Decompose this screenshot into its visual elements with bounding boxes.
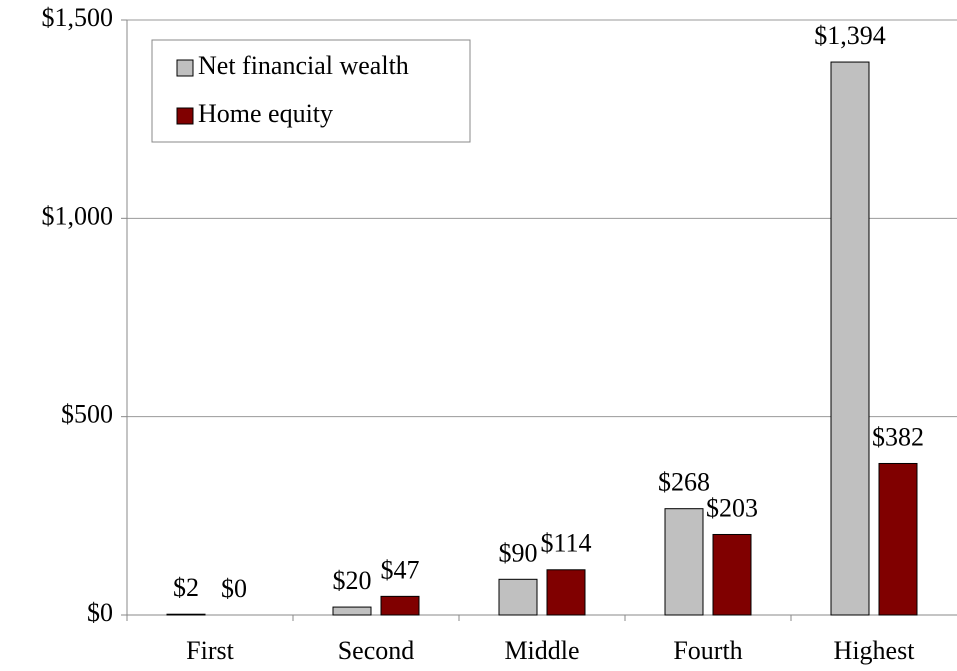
- legend-swatch: [176, 107, 194, 125]
- value-label: $114: [540, 529, 591, 558]
- legend-label: Home equity: [198, 99, 333, 128]
- bar: [712, 533, 752, 616]
- x-tick-label: Highest: [834, 636, 916, 665]
- value-label: $47: [381, 555, 420, 584]
- value-label: $1,394: [814, 21, 886, 50]
- x-tick-label: First: [186, 636, 234, 665]
- value-label: $90: [499, 538, 538, 567]
- legend-label: Net financial wealth: [198, 51, 409, 80]
- bar: [830, 61, 870, 616]
- legend-swatch: [176, 59, 194, 77]
- bar: [332, 606, 372, 616]
- bar: [664, 508, 704, 616]
- y-tick-label: $1,000: [42, 201, 114, 230]
- legend-box: [151, 39, 471, 143]
- x-tick-label: Middle: [504, 636, 579, 665]
- y-tick-label: $1,500: [42, 3, 114, 32]
- bar: [380, 595, 420, 616]
- value-label: $2: [173, 573, 199, 602]
- bar: [878, 462, 918, 616]
- value-label: $0: [221, 574, 247, 603]
- x-tick-label: Fourth: [673, 636, 742, 665]
- y-tick-label: $500: [61, 400, 113, 429]
- x-tick-label: Second: [338, 636, 415, 665]
- value-label: $268: [658, 468, 710, 497]
- bar: [166, 613, 206, 616]
- bar: [498, 578, 538, 616]
- bar: [546, 569, 586, 616]
- value-label: $20: [333, 566, 372, 595]
- value-label: $382: [872, 422, 924, 451]
- y-tick-label: $0: [87, 598, 113, 627]
- value-label: $203: [706, 493, 758, 522]
